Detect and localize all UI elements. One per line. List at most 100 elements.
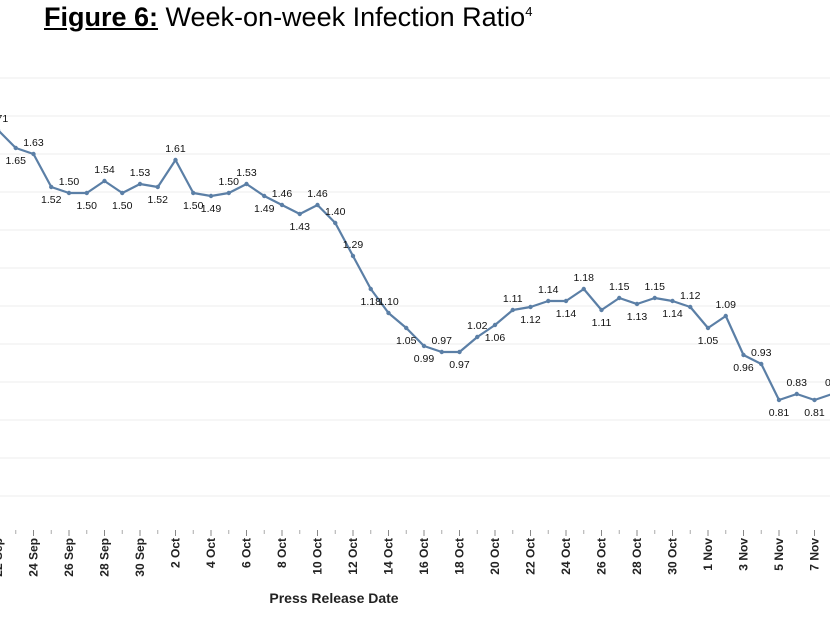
data-label: 1.29: [343, 239, 364, 251]
data-label: 0.97: [449, 359, 470, 371]
title-footnote: 4: [525, 4, 533, 19]
data-label: 1.61: [165, 143, 186, 155]
data-label: 1.63: [23, 137, 44, 149]
data-point: [741, 352, 746, 358]
data-label: 1.40: [325, 206, 346, 218]
data-point: [723, 313, 728, 319]
data-point: [244, 181, 249, 187]
data-point: [315, 202, 320, 208]
data-label: 1.49: [254, 203, 275, 215]
data-label: 1.43: [290, 221, 311, 233]
x-tick-label: 26 Oct: [595, 538, 609, 575]
data-label: 1.15: [609, 281, 630, 293]
x-tick-label: 22 Oct: [524, 538, 538, 575]
data-point: [634, 301, 640, 307]
x-tick-label: 28 Sep: [98, 538, 112, 577]
data-point: [492, 322, 498, 328]
data-label: 1.52: [148, 194, 169, 206]
data-point: [670, 298, 675, 304]
gridlines: [0, 77, 830, 497]
x-axis: 22 Sep 24 Sep 26 Sep 28 Sep 30 Sep 2 Oct 4 Oct…: [0, 530, 822, 577]
data-label: 0.81: [769, 407, 790, 419]
x-tick-label: 24 Sep: [27, 538, 41, 577]
data-point: [102, 178, 107, 184]
data-label: 0.93: [751, 347, 772, 359]
data-point: [475, 334, 480, 340]
x-tick-label: 12 Oct: [346, 538, 360, 575]
data-label: 1.15: [645, 281, 666, 293]
data-point: [191, 190, 196, 196]
x-tick-label: 24 Oct: [559, 538, 573, 575]
data-point: [279, 202, 285, 208]
x-tick-label: 8 Oct: [275, 538, 289, 568]
data-point: [262, 193, 267, 199]
x-tick-label: 22 Sep: [0, 538, 5, 577]
data-point: [599, 307, 604, 313]
data-point: [297, 211, 302, 217]
data-markers: [0, 129, 817, 403]
data-label: 0.8: [825, 377, 830, 389]
data-point: [66, 190, 72, 196]
data-point: [759, 361, 764, 367]
data-point: [120, 190, 125, 196]
data-label: 1.49: [201, 203, 222, 215]
data-point: [350, 253, 356, 259]
data-point: [226, 190, 231, 196]
data-point: [386, 310, 391, 316]
data-label: 1.13: [627, 311, 648, 323]
data-label: 1.14: [662, 308, 683, 320]
data-label: 1.53: [130, 167, 151, 179]
data-point: [368, 286, 373, 292]
data-point: [617, 295, 622, 301]
x-tick-label: 3 Nov: [737, 538, 751, 571]
data-label: 1.12: [680, 290, 701, 302]
x-tick-label: 7 Nov: [808, 538, 822, 571]
data-label: 1.53: [236, 167, 257, 179]
data-label: 0.83: [787, 377, 808, 389]
x-tick-label: 28 Oct: [630, 538, 644, 575]
data-point: [439, 349, 444, 355]
data-label: 0.97: [432, 335, 453, 347]
data-label: 1.54: [94, 164, 115, 176]
data-point: [49, 184, 54, 190]
data-point: [510, 307, 515, 313]
chart-title: Figure 6: Week-on-week Infection Ratio4: [44, 2, 532, 33]
data-label: 0.96: [733, 362, 754, 374]
data-point: [528, 304, 533, 310]
data-point: [812, 397, 817, 403]
data-point: [794, 391, 799, 397]
data-point: [404, 325, 409, 331]
data-point: [705, 325, 711, 331]
x-tick-label: 1 Nov: [701, 538, 715, 571]
title-text: Week-on-week Infection Ratio: [158, 2, 526, 32]
data-label: 1.11: [592, 317, 612, 329]
data-label: 1.10: [378, 296, 399, 308]
x-tick-label: 5 Nov: [772, 538, 786, 571]
x-tick-label: 6 Oct: [240, 538, 254, 568]
data-label: 1.71: [0, 113, 8, 125]
data-point: [155, 184, 160, 190]
x-tick-label: 4 Oct: [204, 538, 218, 568]
data-label: 1.05: [396, 335, 417, 347]
data-label: 1.14: [556, 308, 577, 320]
data-point: [581, 286, 586, 292]
data-point: [333, 220, 338, 226]
data-label: 1.11: [503, 293, 523, 305]
data-label: 1.09: [716, 299, 737, 311]
data-point: [421, 343, 427, 349]
x-tick-label: 30 Sep: [133, 538, 147, 577]
data-label: 1.14: [538, 284, 559, 296]
data-label: 1.50: [112, 200, 133, 212]
data-point: [546, 298, 551, 304]
x-tick-label: 10 Oct: [311, 538, 325, 575]
x-tick-label: 2 Oct: [169, 538, 183, 568]
data-point: [84, 190, 89, 196]
data-label: 1.50: [59, 176, 80, 188]
data-labels: 1.711.651.631.521.501.501.541.501.531.52…: [0, 113, 830, 419]
data-label: 1.65: [6, 155, 27, 167]
data-point: [208, 193, 214, 199]
data-label: 1.46: [272, 188, 293, 200]
x-tick-label: 16 Oct: [417, 538, 431, 575]
data-point: [13, 145, 18, 151]
figure-number: Figure 6:: [44, 2, 159, 32]
